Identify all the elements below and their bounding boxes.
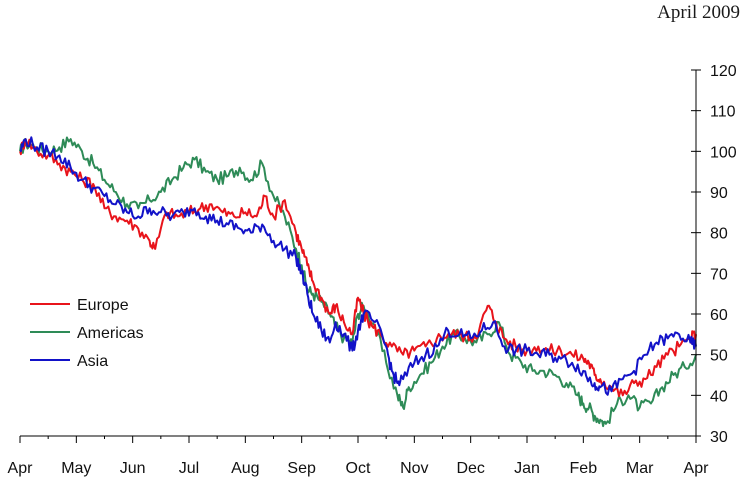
- legend: Europe Americas Asia: [30, 297, 144, 370]
- x-tick-label: Feb: [570, 460, 598, 477]
- x-tick-label: Jan: [514, 460, 540, 477]
- legend-label-americas: Americas: [77, 325, 144, 342]
- x-tick-label: Dec: [456, 460, 484, 477]
- x-tick-label: Mar: [626, 460, 654, 477]
- x-tick-label: Apr: [684, 460, 710, 477]
- y-tick-label: 60: [710, 307, 728, 324]
- x-tick-label: Apr: [8, 460, 34, 477]
- x-tick-label: Oct: [346, 460, 371, 477]
- legend-label-asia: Asia: [77, 353, 108, 370]
- date-label: April 2009: [657, 2, 740, 23]
- x-tick-label: May: [61, 460, 91, 477]
- series-line-europe: [19, 138, 697, 398]
- y-tick-label: 80: [710, 226, 728, 243]
- x-tick-label: Nov: [400, 460, 428, 477]
- x-tick-label: Jun: [120, 460, 146, 477]
- legend-label-europe: Europe: [77, 297, 129, 314]
- y-tick-label: 90: [710, 185, 728, 202]
- y-tick-label: 100: [710, 144, 737, 161]
- series-line-asia: [19, 136, 697, 396]
- series-layer: [19, 136, 697, 428]
- y-tick-label: 110: [710, 104, 736, 121]
- axis-layer: Apr May Jun Jul Aug Sep Oct Nov Dec Jan Feb Mar Apr3…: [8, 63, 737, 477]
- y-tick-label: 120: [710, 63, 737, 80]
- y-tick-label: 70: [710, 266, 728, 283]
- x-tick-label: Jul: [179, 460, 199, 477]
- y-tick-label: 40: [710, 388, 728, 405]
- x-tick-label: Aug: [231, 460, 259, 477]
- y-tick-label: 50: [710, 348, 728, 365]
- series-line-americas: [19, 136, 697, 428]
- y-tick-label: 30: [710, 429, 728, 446]
- x-tick-label: Sep: [287, 460, 316, 477]
